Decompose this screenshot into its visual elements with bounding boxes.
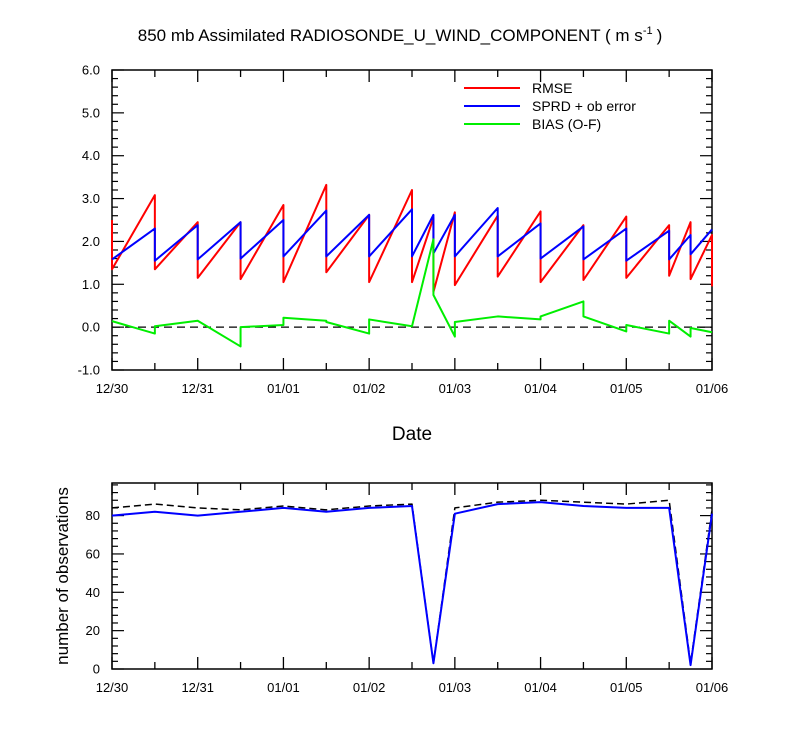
bottom-y-tick-label: 20 [86,623,100,638]
top-series-sprd-ob-error [111,207,713,262]
top-y-tick-label: -1.0 [78,363,100,378]
top-x-tick-label: 01/02 [353,381,386,396]
legend-bias-label: BIAS (O-F) [532,116,601,132]
y-axis-label-observations: number of observations [53,487,72,665]
bottom-x-tick-label: 01/01 [267,680,300,695]
top-x-tick-label: 01/04 [524,381,557,396]
bottom-x-tick-label: 01/03 [439,680,472,695]
legend-sprd-label: SPRD + ob error [532,98,636,114]
bottom-y-tick-label: 80 [86,508,100,523]
top-y-tick-label: 3.0 [82,191,100,206]
bottom-y-tick-label: 0 [93,662,100,677]
bottom-y-tick-label: 40 [86,585,100,600]
bottom-series-possible [111,499,713,664]
top-x-tick-label: 01/05 [610,381,643,396]
bottom-axis-ticks: 12/30 12/31 01/01 01/02 01/03 01/04 01/05 01/06… [86,483,729,695]
top-x-tick-label: 12/30 [96,381,129,396]
bottom-x-tick-label: 01/06 [696,680,729,695]
top-x-tick-label: 01/03 [439,381,472,396]
top-y-tick-label: 1.0 [82,277,100,292]
top-x-tick-label: 12/31 [181,381,214,396]
legend: RMSE SPRD + ob error BIAS (O-F) [464,80,636,132]
bottom-x-tick-label: 12/30 [96,680,129,695]
bottom-x-tick-label: 01/02 [353,680,386,695]
bottom-x-tick-label: 12/31 [181,680,214,695]
top-y-tick-label: 5.0 [82,105,100,120]
bottom-series-used [111,501,713,667]
chart-title: 850 mb Assimilated RADIOSONDE_U_WIND_COM… [138,25,663,45]
bottom-panel: 12/30 12/31 01/01 01/02 01/03 01/04 01/05 01/06… [53,482,729,695]
x-axis-label: Date [392,424,432,445]
title-exponent: -1 [643,25,653,37]
bottom-x-tick-label: 01/05 [610,680,643,695]
bottom-x-tick-label: 01/04 [524,680,557,695]
top-series-group [111,183,713,348]
top-panel: 850 mb Assimilated RADIOSONDE_U_WIND_COM… [78,25,729,445]
top-x-tick-label: 01/01 [267,381,300,396]
top-y-tick-label: 2.0 [82,234,100,249]
bottom-series-group [111,499,713,667]
title-close: ) [657,26,663,45]
legend-rmse-label: RMSE [532,80,572,96]
top-x-tick-label: 01/06 [696,381,729,396]
top-y-tick-label: 4.0 [82,148,100,163]
top-axis-ticks: 12/30 12/31 01/01 01/02 01/03 01/04 01/05 01/06… [78,63,729,397]
bottom-y-tick-label: 60 [86,546,100,561]
top-y-tick-label: 6.0 [82,63,100,78]
top-y-tick-label: 0.0 [82,320,100,335]
top-series-bias-o-f [111,238,713,348]
